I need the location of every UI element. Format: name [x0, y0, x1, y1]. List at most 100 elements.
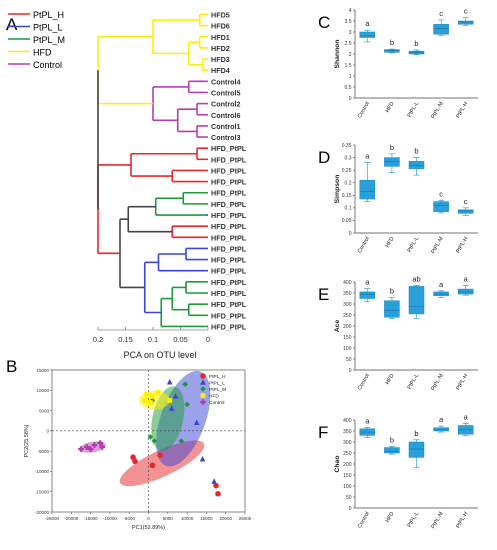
- y-tick-label: 0.3: [345, 155, 352, 161]
- scatter-legend-label: PtPL_L: [209, 380, 225, 386]
- data-point: [132, 458, 138, 465]
- x-tick-label: PtPL-L: [407, 511, 421, 529]
- dendrogram-axis-tick-label: 0: [206, 335, 210, 344]
- dendrogram-leaf-label: Control2: [211, 100, 241, 109]
- scatter-legend-label: HFD: [209, 393, 219, 399]
- data-point: [215, 490, 221, 497]
- dendrogram-axis-tick-label: 0.2: [93, 335, 103, 344]
- data-point: [200, 373, 206, 379]
- y-tick-label: 4: [349, 8, 352, 14]
- dendrogram-leaf-label: HFD_PtPL: [211, 289, 247, 298]
- y-tick-label: 0.35: [342, 143, 352, 149]
- dendrogram-leaf-label: HFD3: [211, 55, 230, 64]
- y-tick-label: 100: [343, 484, 352, 490]
- y-tick-label: 150: [343, 335, 352, 341]
- y-tick-label: 50: [346, 357, 352, 363]
- y-tick-label: 300: [343, 302, 352, 308]
- box: [433, 291, 449, 296]
- panel-b-pca: B-25000 -20000 -15000 -10000 -5000 0 5000 10000…: [6, 357, 252, 531]
- dendrogram-leaf-label: HFD_PtPL: [211, 300, 247, 309]
- dendrogram-axis-tick-label: 0.15: [118, 335, 133, 344]
- y-tick-label: 0: [349, 506, 352, 512]
- legend-label: Control: [33, 60, 62, 70]
- legend-label: PtPL_L: [33, 23, 63, 33]
- data-point: [200, 399, 206, 405]
- y-tick-label: 50: [346, 495, 352, 501]
- data-point: [168, 405, 175, 411]
- x-tick-label: PtPL-H: [455, 101, 469, 119]
- box: [408, 286, 425, 315]
- scatter-legend-label: PtPL_M: [209, 387, 226, 393]
- x-tick-label: 25000: [239, 516, 252, 521]
- x-tick-label: Control: [357, 511, 371, 529]
- y-tick-label: 200: [343, 324, 352, 330]
- dendrogram-leaf-label: HFD_PtPL: [211, 155, 247, 164]
- x-tick-label: 15000: [200, 516, 213, 521]
- data-point: [167, 398, 173, 403]
- y-tick-label: -15000: [35, 490, 50, 495]
- y-axis-label: Shannon: [334, 39, 341, 68]
- dendrogram-leaf-label: HFD1: [211, 33, 230, 42]
- data-point: [149, 462, 156, 469]
- y-tick-label: 400: [343, 418, 352, 424]
- box: [384, 157, 400, 167]
- x-tick-label: HFD: [385, 511, 396, 524]
- y-tick-label: 300: [343, 440, 352, 446]
- y-tick-label: 100: [343, 346, 352, 352]
- dendrogram-leaf-label: HFD6: [211, 22, 230, 31]
- box: [384, 300, 400, 318]
- significance-letter: b: [414, 147, 418, 156]
- data-point: [142, 398, 148, 403]
- x-tick-label: 20000: [219, 516, 232, 521]
- x-tick-label: Control: [357, 236, 371, 254]
- dendrogram-leaf-label: Control6: [211, 111, 241, 120]
- dendrogram-leaf-label: HFD_PtPL: [211, 200, 247, 209]
- y-tick-label: 250: [343, 451, 352, 457]
- y-tick-label: 5000: [39, 408, 50, 413]
- y-tick-label: 0.25: [342, 168, 352, 174]
- panel-label: C: [318, 13, 330, 32]
- x-tick-label: PtPL-H: [455, 373, 469, 391]
- data-point: [213, 482, 219, 489]
- x-tick-label: HFD: [385, 236, 396, 249]
- dendrogram-leaf-label: HFD_PtPL: [211, 278, 247, 287]
- y-tick-label: 0: [349, 231, 352, 237]
- box: [433, 24, 449, 35]
- data-point: [144, 391, 149, 397]
- data-point: [199, 455, 206, 462]
- significance-letter: a: [365, 417, 370, 426]
- legend-label: HFD: [33, 48, 52, 58]
- x-tick-label: -5000: [123, 516, 135, 521]
- y-tick-label: 400: [343, 280, 352, 286]
- y-tick-label: 0: [349, 368, 352, 374]
- box: [457, 288, 474, 295]
- dendrogram-caption: PCA on OTU level: [123, 350, 196, 360]
- data-point: [200, 386, 206, 392]
- y-tick-label: 1.5: [345, 63, 352, 69]
- dendrogram-leaf-label: Control5: [211, 88, 241, 97]
- data-point: [166, 378, 173, 385]
- y-axis-label: Chao: [334, 456, 341, 473]
- x-tick-label: -15000: [84, 516, 99, 521]
- x-tick-label: Control: [357, 373, 371, 391]
- box: [457, 20, 474, 25]
- y-tick-label: -5000: [37, 449, 49, 454]
- box: [359, 31, 376, 38]
- y-tick-label: 10000: [36, 388, 49, 393]
- data-point: [193, 419, 200, 426]
- panel-label-b: B: [6, 357, 17, 376]
- data-point: [211, 478, 217, 484]
- x-tick-label: PtPL-H: [455, 236, 469, 254]
- y-tick-label: 150: [343, 473, 352, 479]
- significance-letter: c: [464, 197, 468, 206]
- dendrogram-axis-tick-label: 0.1: [148, 335, 158, 344]
- box: [359, 291, 376, 299]
- significance-letter: b: [414, 39, 418, 48]
- data-point: [200, 393, 206, 398]
- data-point: [178, 438, 185, 444]
- panel-boxplots: C 0 0.5 1 1.5 2 2.5 3 3.5 4 Shannon a Control b HFD b Pt…: [318, 7, 478, 530]
- y-tick-label: 15000: [36, 368, 49, 373]
- significance-letter: c: [464, 7, 468, 16]
- x-tick-label: 5000: [163, 516, 174, 521]
